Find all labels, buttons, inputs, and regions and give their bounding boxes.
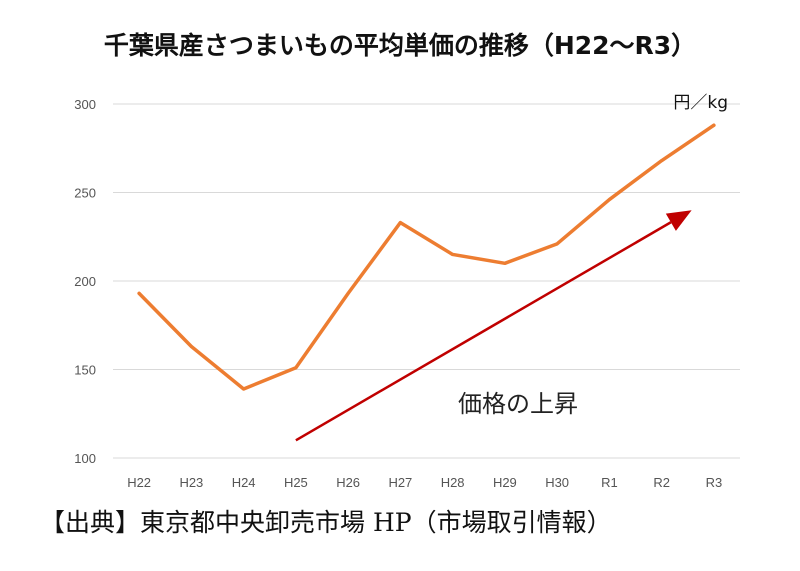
y-tick-label: 300 bbox=[74, 97, 96, 112]
y-tick-label: 200 bbox=[74, 274, 96, 289]
annotations: 価格の上昇 bbox=[295, 210, 692, 442]
data-point bbox=[346, 291, 350, 295]
y-tick-label: 250 bbox=[74, 186, 96, 201]
data-point bbox=[555, 242, 559, 246]
x-tick-label: H30 bbox=[545, 475, 569, 490]
gridlines bbox=[113, 103, 740, 459]
line-chart: 100 150 200 250 300 H22 H23 H24 H25 H26 H27 H28 H29… bbox=[74, 93, 740, 490]
data-point bbox=[398, 221, 402, 225]
x-tick-label: H24 bbox=[232, 475, 256, 490]
x-axis-ticks: H22 H23 H24 H25 H26 H27 H28 H29 H30 R1 R2 R3 bbox=[127, 475, 722, 490]
x-tick-label: R1 bbox=[601, 475, 618, 490]
series-line bbox=[137, 123, 716, 391]
x-tick-label: R3 bbox=[706, 475, 723, 490]
x-tick-label: R2 bbox=[653, 475, 670, 490]
x-tick-label: H27 bbox=[388, 475, 412, 490]
data-point bbox=[451, 252, 455, 256]
data-point bbox=[137, 291, 141, 295]
annotation-label: 価格の上昇 bbox=[458, 390, 578, 418]
x-tick-label: H25 bbox=[284, 475, 308, 490]
y-tick-label: 100 bbox=[74, 451, 96, 466]
data-point bbox=[503, 261, 507, 265]
source-note: 【出典】東京都中央卸売市場 HP（市場取引情報） bbox=[40, 508, 612, 537]
chart-title: 千葉県産さつまいもの平均単価の推移（H22～R3） bbox=[103, 31, 697, 60]
unit-label: 円／kg bbox=[673, 93, 728, 113]
y-tick-label: 150 bbox=[74, 363, 96, 378]
x-tick-label: H23 bbox=[179, 475, 203, 490]
data-point bbox=[294, 366, 298, 370]
x-tick-label: H29 bbox=[493, 475, 517, 490]
x-tick-label: H26 bbox=[336, 475, 360, 490]
data-point bbox=[189, 344, 193, 348]
data-point bbox=[607, 198, 611, 202]
data-point bbox=[242, 387, 246, 391]
x-tick-label: H22 bbox=[127, 475, 151, 490]
y-axis-ticks: 100 150 200 250 300 bbox=[74, 97, 96, 466]
data-point bbox=[712, 123, 716, 127]
x-tick-label: H28 bbox=[441, 475, 465, 490]
data-point bbox=[660, 159, 664, 163]
trend-arrow-head bbox=[665, 210, 692, 231]
series-layer bbox=[137, 123, 716, 391]
trend-arrow-line bbox=[295, 221, 672, 442]
